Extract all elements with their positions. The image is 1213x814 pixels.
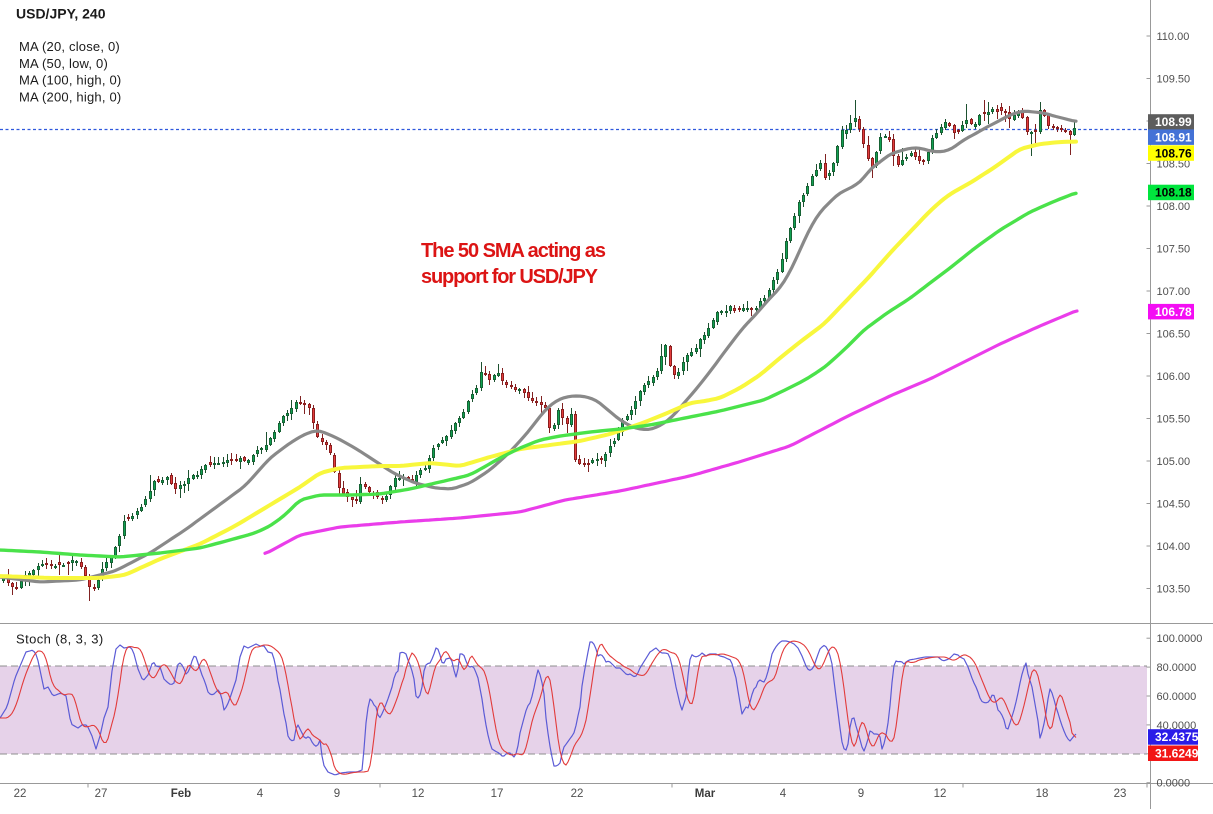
svg-text:MA (200, high, 0): MA (200, high, 0) <box>19 89 121 104</box>
svg-text:MA (100, high, 0): MA (100, high, 0) <box>19 73 121 88</box>
svg-text:106.78: 106.78 <box>1155 305 1192 319</box>
svg-text:9: 9 <box>858 788 864 800</box>
svg-text:MA (50, low, 0): MA (50, low, 0) <box>19 56 108 71</box>
svg-text:104.50: 104.50 <box>1157 499 1191 511</box>
svg-text:0.0000: 0.0000 <box>1157 778 1191 790</box>
svg-text:9: 9 <box>334 788 340 800</box>
svg-text:108.18: 108.18 <box>1155 186 1192 200</box>
svg-text:108.50: 108.50 <box>1157 159 1191 171</box>
svg-text:12: 12 <box>934 788 947 800</box>
svg-text:107.50: 107.50 <box>1157 244 1191 256</box>
svg-text:17: 17 <box>491 788 504 800</box>
svg-text:Feb: Feb <box>171 788 191 800</box>
svg-text:4: 4 <box>780 788 787 800</box>
svg-text:105.00: 105.00 <box>1157 456 1191 468</box>
svg-text:27: 27 <box>95 788 108 800</box>
svg-text:108.99: 108.99 <box>1155 115 1192 129</box>
svg-text:109.50: 109.50 <box>1157 74 1191 86</box>
svg-text:18: 18 <box>1036 788 1049 800</box>
svg-text:100.0000: 100.0000 <box>1157 633 1203 645</box>
svg-text:12: 12 <box>412 788 425 800</box>
svg-text:support for USD/JPY: support for USD/JPY <box>421 266 599 288</box>
svg-text:108.00: 108.00 <box>1157 201 1191 213</box>
svg-text:USD/JPY, 240: USD/JPY, 240 <box>16 6 106 22</box>
svg-text:104.00: 104.00 <box>1157 541 1191 553</box>
svg-text:107.00: 107.00 <box>1157 286 1191 298</box>
svg-text:4: 4 <box>257 788 264 800</box>
svg-text:22: 22 <box>571 788 584 800</box>
svg-text:MA (20, close, 0): MA (20, close, 0) <box>19 39 120 54</box>
svg-text:105.50: 105.50 <box>1157 414 1191 426</box>
svg-text:106.00: 106.00 <box>1157 371 1191 383</box>
svg-text:110.00: 110.00 <box>1157 31 1190 43</box>
svg-text:106.50: 106.50 <box>1157 329 1191 341</box>
svg-text:80.0000: 80.0000 <box>1157 662 1197 674</box>
svg-text:60.0000: 60.0000 <box>1157 691 1197 703</box>
svg-text:22: 22 <box>14 788 27 800</box>
svg-text:32.4375: 32.4375 <box>1155 730 1199 744</box>
svg-text:108.91: 108.91 <box>1155 130 1192 144</box>
svg-text:103.50: 103.50 <box>1157 584 1191 596</box>
svg-text:108.76: 108.76 <box>1155 146 1192 160</box>
svg-text:31.6249: 31.6249 <box>1155 747 1199 761</box>
svg-text:23: 23 <box>1114 788 1127 800</box>
svg-text:Mar: Mar <box>695 788 716 800</box>
svg-text:40.0000: 40.0000 <box>1157 720 1197 732</box>
svg-text:Stoch (8, 3, 3): Stoch (8, 3, 3) <box>16 632 104 647</box>
svg-text:The 50 SMA acting as: The 50 SMA acting as <box>421 240 606 262</box>
